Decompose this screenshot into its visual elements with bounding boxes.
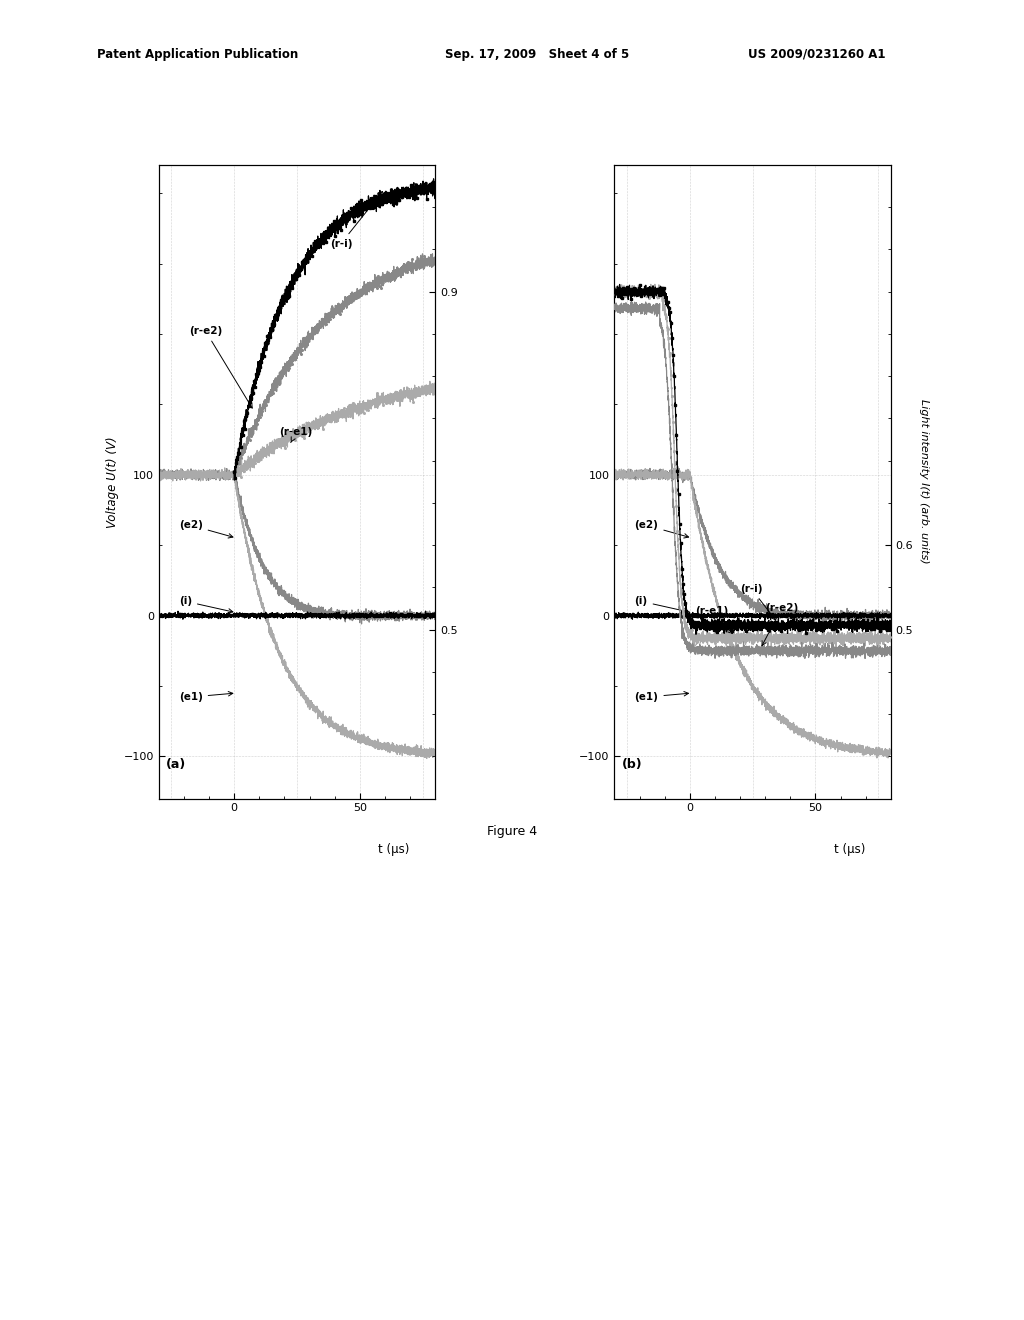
Text: US 2009/0231260 A1: US 2009/0231260 A1 xyxy=(748,48,885,61)
Text: (i): (i) xyxy=(635,597,688,612)
Text: (e2): (e2) xyxy=(635,520,688,539)
Text: Figure 4: Figure 4 xyxy=(487,825,537,838)
Text: (r-e2): (r-e2) xyxy=(188,326,252,408)
Text: (r-e1): (r-e1) xyxy=(280,428,312,442)
Text: (r-e1): (r-e1) xyxy=(695,606,732,634)
Text: (a): (a) xyxy=(166,758,186,771)
Text: (e1): (e1) xyxy=(179,692,232,702)
X-axis label: t (μs): t (μs) xyxy=(834,843,865,855)
Y-axis label: Voltage U(t) (V): Voltage U(t) (V) xyxy=(106,436,120,528)
Text: (e1): (e1) xyxy=(635,692,688,702)
Text: Patent Application Publication: Patent Application Publication xyxy=(97,48,299,61)
Text: (r-i): (r-i) xyxy=(740,583,775,620)
Y-axis label: Light intensity I(t) (arb. units): Light intensity I(t) (arb. units) xyxy=(919,400,929,564)
Text: (r-e2): (r-e2) xyxy=(762,603,799,645)
Text: (b): (b) xyxy=(622,758,643,771)
Text: (i): (i) xyxy=(179,597,232,612)
Text: (e2): (e2) xyxy=(179,520,232,539)
Text: (r-i): (r-i) xyxy=(330,191,383,248)
X-axis label: t (μs): t (μs) xyxy=(378,843,410,855)
Text: Sep. 17, 2009   Sheet 4 of 5: Sep. 17, 2009 Sheet 4 of 5 xyxy=(445,48,630,61)
